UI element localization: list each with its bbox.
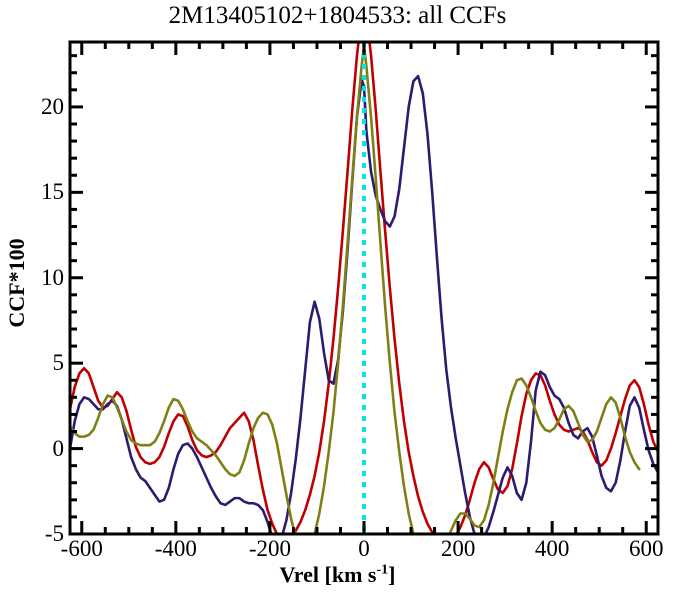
ccf-curve-3 xyxy=(70,44,641,534)
y-tick-label: 20 xyxy=(41,93,64,119)
x-tick-label: 0 xyxy=(358,536,370,561)
x-tick-label: -600 xyxy=(60,536,103,561)
y-tick-label: 5 xyxy=(52,350,65,376)
y-tick-label: 10 xyxy=(41,264,64,290)
x-tick-label: 600 xyxy=(628,536,664,561)
x-tick-label: 400 xyxy=(534,536,570,561)
x-tick-label: 200 xyxy=(440,536,476,561)
y-tick-label: -5 xyxy=(44,521,64,546)
x-tick-label: -400 xyxy=(154,536,197,561)
x-axis-label-bracket: ] xyxy=(388,562,396,587)
x-axis-label-main: Vrel [km s xyxy=(279,562,377,587)
page-title: 2M13405102+1804533: all CCFs xyxy=(168,2,507,29)
x-tick-label: -200 xyxy=(248,536,291,561)
y-tick-label: 0 xyxy=(52,435,65,461)
axis-frame-group xyxy=(68,40,660,536)
x-axis-label: Vrel [km s-1] xyxy=(0,562,675,588)
x-axis-label-exponent: -1 xyxy=(376,562,389,578)
y-tick-label: 15 xyxy=(41,179,64,205)
ccf-curve-1 xyxy=(70,42,658,534)
